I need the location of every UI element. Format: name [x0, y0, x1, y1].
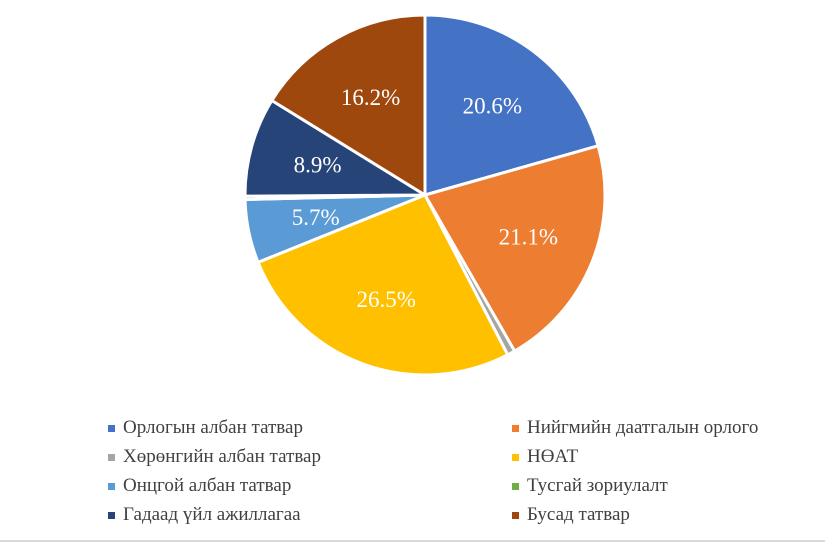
pie-slice [270, 13, 427, 197]
legend-label: НӨАТ [527, 446, 579, 467]
legend-item-special-purpose: Тусгай зориулалт [512, 474, 812, 498]
legend-swatch [512, 424, 519, 432]
pie-slice [256, 193, 510, 377]
slice-data-label: 5.7% [292, 205, 340, 230]
legend-label: Хөрөнгийн албан татвар [123, 446, 321, 467]
legend-swatch [108, 453, 115, 461]
legend-label: Орлогын албан татвар [123, 417, 303, 438]
legend-item-property-tax: Хөрөнгийн албан татвар [108, 445, 512, 469]
pie-slice [243, 98, 427, 198]
legend-swatch [108, 511, 115, 519]
legend-item-foreign-activity: Гадаад үйл ажиллагаа [108, 503, 512, 527]
legend-label: Бусад татвар [527, 504, 630, 525]
legend-item-vat: НӨАТ [512, 445, 812, 469]
pie-slice [423, 13, 600, 197]
slice-data-label: 20.6% [463, 93, 522, 118]
legend-swatch [512, 511, 519, 519]
legend-swatch [512, 453, 519, 461]
chart-legend: Орлогын албан татвар Нийгмийн даатгалын … [108, 416, 808, 527]
legend-swatch [108, 482, 115, 490]
slice-data-label: 16.2% [341, 85, 400, 110]
legend-item-social-insurance: Нийгмийн даатгалын орлого [512, 416, 812, 440]
legend-item-income-tax: Орлогын албан татвар [108, 416, 512, 440]
slice-data-label: 21.1% [499, 225, 558, 250]
pie-slice [423, 144, 607, 353]
legend-label: Онцгой албан татвар [123, 475, 292, 496]
slice-data-label: 8.9% [294, 152, 342, 177]
legend-item-excise-tax: Онцгой албан татвар [108, 474, 512, 498]
pie-chart: 20.6% 21.1% 26.5% 5.7% 8.9% 16.2% [243, 13, 607, 377]
legend-label: Тусгай зориулалт [527, 475, 668, 496]
legend-label: Нийгмийн даатгалын орлого [527, 417, 759, 438]
legend-label: Гадаад үйл ажиллагаа [123, 504, 301, 525]
legend-swatch [108, 424, 115, 432]
slice-data-label: 26.5% [356, 287, 415, 312]
legend-swatch [512, 482, 519, 490]
legend-item-other-tax: Бусад татвар [512, 503, 812, 527]
